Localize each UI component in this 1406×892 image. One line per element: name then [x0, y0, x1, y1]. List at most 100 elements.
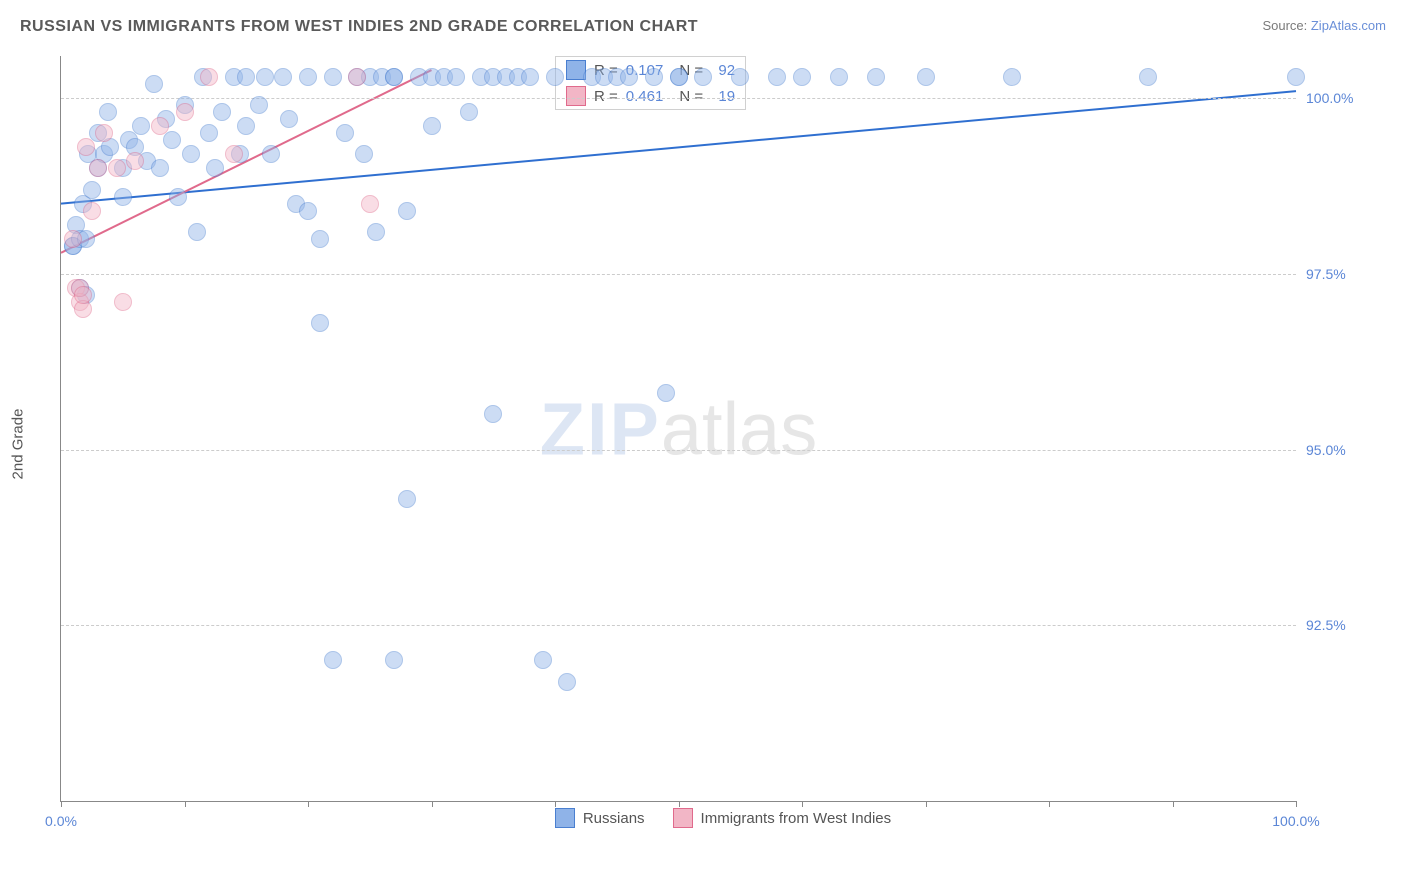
y-tick-label: 97.5% — [1306, 266, 1376, 282]
scatter-point — [398, 202, 416, 220]
source-attribution: Source: ZipAtlas.com — [1262, 18, 1386, 33]
watermark: ZIPatlas — [540, 386, 817, 471]
scatter-point — [336, 124, 354, 142]
scatter-point — [867, 68, 885, 86]
scatter-point — [694, 68, 712, 86]
scatter-point — [558, 673, 576, 691]
watermark-atlas: atlas — [661, 387, 817, 470]
scatter-point — [169, 188, 187, 206]
scatter-point — [546, 68, 564, 86]
y-tick-label: 95.0% — [1306, 442, 1376, 458]
series-legend: Russians Immigrants from West Indies — [60, 808, 1386, 828]
scatter-point — [188, 223, 206, 241]
scatter-point — [447, 68, 465, 86]
scatter-point — [1003, 68, 1021, 86]
scatter-point — [95, 124, 113, 142]
scatter-point — [151, 117, 169, 135]
scatter-point — [114, 293, 132, 311]
y-tick-label: 100.0% — [1306, 90, 1376, 106]
chart-area: 2nd Grade ZIPatlas R =0.107N =92R =0.461… — [60, 56, 1386, 832]
y-tick-label: 92.5% — [1306, 617, 1376, 633]
gridline — [61, 98, 1296, 99]
scatter-point — [793, 68, 811, 86]
scatter-point — [182, 145, 200, 163]
scatter-point — [200, 124, 218, 142]
x-tick — [432, 801, 433, 807]
scatter-point — [361, 195, 379, 213]
scatter-point — [311, 230, 329, 248]
scatter-point — [200, 68, 218, 86]
scatter-point — [83, 202, 101, 220]
scatter-point — [206, 159, 224, 177]
scatter-point — [256, 68, 274, 86]
scatter-point — [484, 405, 502, 423]
scatter-point — [108, 159, 126, 177]
scatter-point — [731, 68, 749, 86]
x-tick — [308, 801, 309, 807]
scatter-point — [74, 286, 92, 304]
scatter-point — [176, 103, 194, 121]
gridline — [61, 625, 1296, 626]
scatter-point — [1139, 68, 1157, 86]
legend-swatch — [673, 808, 693, 828]
scatter-point — [355, 145, 373, 163]
x-tick — [1173, 801, 1174, 807]
scatter-point — [213, 103, 231, 121]
scatter-point — [163, 131, 181, 149]
scatter-point — [768, 68, 786, 86]
source-prefix: Source: — [1262, 18, 1310, 33]
scatter-point — [348, 68, 366, 86]
scatter-point — [385, 651, 403, 669]
scatter-point — [645, 68, 663, 86]
x-tick — [1296, 801, 1297, 807]
legend-label: Immigrants from West Indies — [701, 810, 892, 827]
scatter-point — [620, 68, 638, 86]
x-tick — [1049, 801, 1050, 807]
scatter-point — [460, 103, 478, 121]
gridline — [61, 274, 1296, 275]
scatter-point — [89, 159, 107, 177]
scatter-point — [385, 68, 403, 86]
n-label: N = — [679, 88, 703, 105]
scatter-point — [99, 103, 117, 121]
legend-item: Russians — [555, 808, 645, 828]
legend-item: Immigrants from West Indies — [673, 808, 892, 828]
scatter-point — [324, 68, 342, 86]
x-tick — [926, 801, 927, 807]
scatter-point — [299, 68, 317, 86]
scatter-point — [299, 202, 317, 220]
x-tick — [185, 801, 186, 807]
legend-swatch — [566, 86, 586, 106]
scatter-point — [534, 651, 552, 669]
stats-legend-row: R =0.461N =19 — [556, 83, 745, 109]
scatter-point — [114, 188, 132, 206]
scatter-point — [83, 181, 101, 199]
scatter-point — [311, 314, 329, 332]
chart-header: RUSSIAN VS IMMIGRANTS FROM WEST INDIES 2… — [0, 0, 1406, 44]
trendlines-layer — [61, 56, 1296, 801]
scatter-point — [398, 490, 416, 508]
scatter-point — [262, 145, 280, 163]
scatter-point — [274, 68, 292, 86]
r-label: R = — [594, 88, 618, 105]
r-value: 0.461 — [626, 88, 664, 105]
x-tick — [61, 801, 62, 807]
scatter-point — [521, 68, 539, 86]
source-link[interactable]: ZipAtlas.com — [1311, 18, 1386, 33]
watermark-zip: ZIP — [540, 387, 661, 470]
scatter-point — [126, 152, 144, 170]
legend-swatch — [555, 808, 575, 828]
scatter-point — [145, 75, 163, 93]
scatter-point — [1287, 68, 1305, 86]
legend-label: Russians — [583, 810, 645, 827]
x-tick — [802, 801, 803, 807]
x-tick — [555, 801, 556, 807]
scatter-point — [423, 117, 441, 135]
chart-title: RUSSIAN VS IMMIGRANTS FROM WEST INDIES 2… — [20, 18, 698, 36]
scatter-point — [64, 230, 82, 248]
scatter-point — [324, 651, 342, 669]
scatter-point — [237, 117, 255, 135]
scatter-point — [917, 68, 935, 86]
scatter-point — [280, 110, 298, 128]
scatter-point — [250, 96, 268, 114]
